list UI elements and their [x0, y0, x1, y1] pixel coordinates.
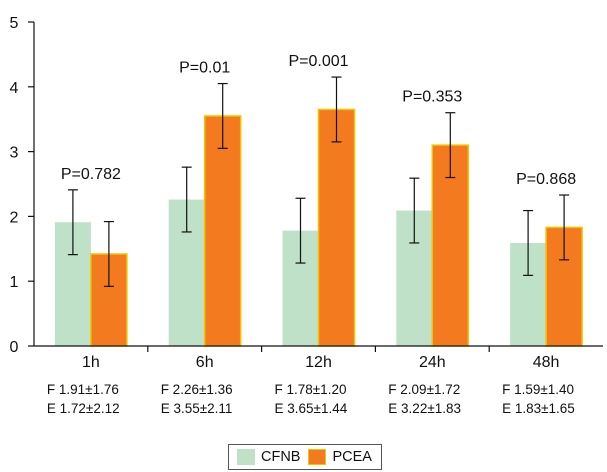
stats-e-6h: E 3.55±2.11: [160, 401, 233, 416]
legend-item-pcea: PCEA: [308, 449, 372, 465]
bar-pcea-24h: [431, 144, 470, 347]
stats-1h: F 1.91±1.76 E 1.72±2.12: [47, 380, 167, 418]
bar-chart: 0 1 2 3 4 5 1h 6h 12h 24h 48h P=0.782 P=0.01 P=0.001 P…: [10, 15, 603, 371]
legend-label-cfnb: CFNB: [261, 449, 301, 465]
bar-pcea-12h: [317, 108, 356, 347]
stats-24h: F 2.09±1.72 E 3.22±1.83: [388, 380, 508, 418]
y-tick-label-3: 3: [10, 145, 19, 162]
stats-f-12h: F 1.78±1.20: [274, 382, 347, 397]
x-tick-label-24h: 24h: [419, 354, 446, 371]
p-value-label-24h: P=0.353: [402, 89, 462, 106]
stats-12h: F 1.78±1.20 E 3.65±1.44: [275, 380, 395, 418]
y-tick-label-2: 2: [10, 209, 19, 226]
legend: CFNB PCEA: [228, 444, 382, 470]
y-tick-label-1: 1: [10, 274, 19, 291]
p-value-label-48h: P=0.868: [516, 171, 576, 188]
legend-swatch-pcea: [308, 449, 327, 465]
stats-e-24h: E 3.22±1.83: [388, 401, 462, 416]
stats-6h: F 2.26±1.36 E 3.55±2.11: [161, 380, 281, 418]
legend-label-pcea: PCEA: [332, 449, 372, 465]
legend-swatch-cfnb: [237, 449, 255, 465]
x-tick-label-1h: 1h: [82, 354, 100, 371]
stats-e-12h: E 3.65±1.44: [274, 401, 348, 416]
legend-item-cfnb: CFNB: [237, 449, 300, 465]
stats-e-1h: E 1.72±2.12: [46, 401, 120, 416]
stats-f-6h: F 2.26±1.36: [160, 382, 233, 397]
y-tick-label-0: 0: [10, 339, 19, 356]
p-value-label-1h: P=0.782: [61, 166, 121, 183]
y-tick-label-5: 5: [10, 15, 19, 32]
stats-f-24h: F 2.09±1.72: [388, 382, 461, 397]
x-tick-label-12h: 12h: [305, 354, 332, 371]
p-value-label-6h: P=0.01: [179, 60, 230, 77]
stats-f-1h: F 1.91±1.76: [46, 382, 119, 397]
x-tick-label-6h: 6h: [196, 354, 214, 371]
p-value-label-12h: P=0.001: [288, 53, 348, 70]
stats-e-48h: E 1.83±1.65: [502, 401, 575, 416]
stats-48h: F 1.59±1.40 E 1.83±1.65: [502, 380, 607, 418]
y-tick-label-4: 4: [10, 80, 19, 97]
stats-f-48h: F 1.59±1.40: [502, 382, 575, 397]
x-tick-label-48h: 48h: [533, 354, 560, 371]
bar-pcea-6h: [203, 115, 242, 347]
